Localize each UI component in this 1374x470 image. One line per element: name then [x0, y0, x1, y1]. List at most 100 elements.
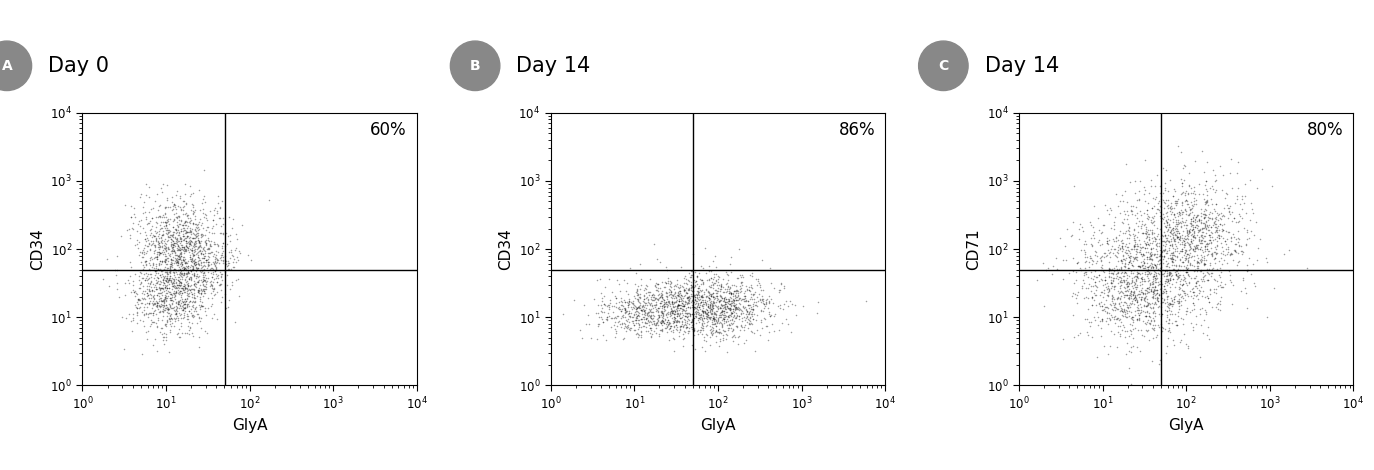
Point: [1125, 296, 1147, 304]
Point: [702, 298, 724, 306]
Point: [692, 310, 714, 317]
Point: [153, 286, 174, 293]
Point: [183, 266, 205, 273]
Point: [1113, 306, 1135, 313]
Point: [1121, 284, 1143, 291]
Point: [150, 225, 172, 233]
Point: [651, 321, 673, 329]
Point: [701, 301, 723, 308]
Point: [1128, 312, 1150, 319]
Point: [1096, 320, 1118, 328]
Point: [706, 289, 728, 297]
Point: [161, 257, 183, 264]
Point: [731, 288, 753, 295]
Point: [1063, 290, 1085, 298]
Point: [676, 315, 698, 322]
Point: [177, 269, 199, 276]
Point: [174, 237, 196, 245]
Point: [168, 316, 190, 323]
Point: [1151, 210, 1173, 218]
Point: [1193, 210, 1215, 218]
Point: [717, 287, 739, 295]
Point: [639, 307, 661, 314]
Point: [1228, 235, 1250, 243]
Point: [625, 291, 647, 298]
Point: [146, 269, 168, 276]
Point: [1213, 251, 1235, 258]
Point: [721, 309, 743, 317]
Point: [194, 271, 216, 279]
Point: [1131, 274, 1153, 281]
Point: [192, 245, 214, 253]
Point: [698, 290, 720, 297]
Point: [173, 236, 195, 243]
Point: [725, 324, 747, 331]
Point: [1143, 317, 1165, 325]
Point: [1087, 313, 1109, 321]
Point: [1184, 223, 1206, 231]
Point: [614, 306, 636, 313]
Point: [1176, 307, 1198, 315]
Point: [165, 314, 187, 322]
Point: [154, 224, 176, 232]
Point: [661, 300, 683, 308]
Point: [738, 320, 760, 327]
Point: [699, 274, 721, 282]
Point: [1198, 266, 1220, 273]
Point: [1121, 210, 1143, 218]
Point: [618, 297, 640, 305]
Point: [631, 318, 653, 326]
Point: [617, 315, 639, 323]
Point: [188, 247, 210, 254]
Point: [1131, 277, 1153, 285]
Point: [154, 243, 176, 250]
Point: [687, 306, 709, 313]
Point: [203, 212, 225, 219]
Point: [658, 290, 680, 298]
Point: [1162, 250, 1184, 257]
Point: [1118, 304, 1140, 311]
Point: [201, 248, 223, 256]
Point: [1182, 218, 1204, 225]
Point: [731, 271, 753, 279]
Point: [144, 227, 166, 235]
Point: [1112, 239, 1134, 247]
Point: [647, 313, 669, 321]
Point: [1223, 214, 1245, 222]
Point: [616, 328, 638, 335]
Point: [625, 316, 647, 324]
Point: [225, 276, 247, 283]
Point: [144, 336, 166, 343]
Point: [166, 246, 188, 254]
Point: [714, 313, 736, 320]
Point: [1081, 260, 1103, 268]
Point: [1140, 256, 1162, 264]
Point: [617, 299, 639, 307]
Point: [173, 243, 195, 251]
Point: [155, 305, 177, 312]
Point: [161, 266, 183, 274]
Point: [1116, 283, 1138, 290]
Point: [1145, 268, 1167, 276]
Point: [680, 318, 702, 325]
Point: [668, 298, 690, 305]
Point: [677, 303, 699, 311]
Point: [1186, 231, 1208, 238]
Point: [1107, 257, 1129, 265]
Point: [721, 306, 743, 313]
Point: [673, 303, 695, 310]
Point: [702, 289, 724, 297]
Point: [1084, 316, 1106, 324]
Point: [155, 260, 177, 267]
Point: [749, 296, 771, 303]
Point: [675, 306, 697, 314]
Point: [657, 298, 679, 305]
Point: [1140, 248, 1162, 255]
Point: [183, 277, 205, 285]
Point: [1200, 224, 1221, 231]
Point: [717, 304, 739, 312]
Point: [114, 201, 136, 209]
Point: [1223, 230, 1245, 237]
Point: [185, 233, 207, 241]
Point: [671, 320, 692, 328]
